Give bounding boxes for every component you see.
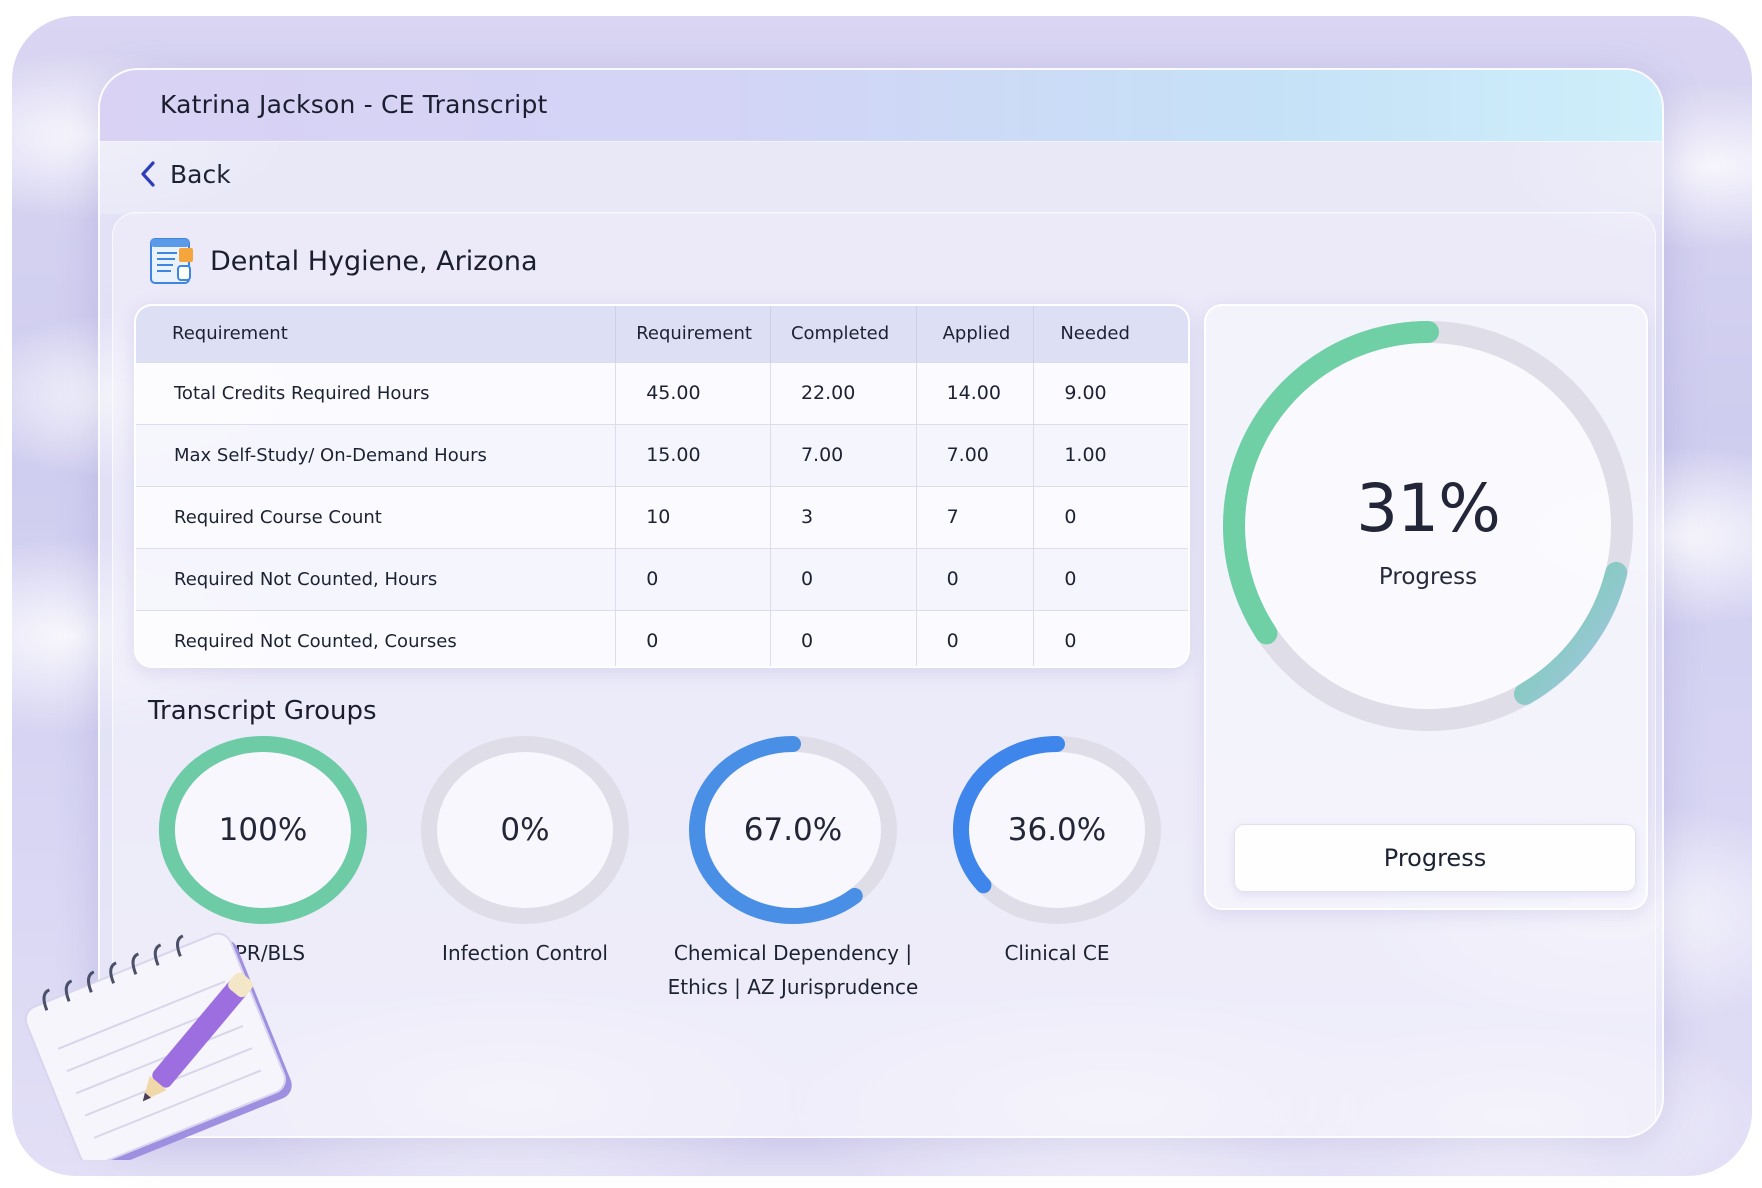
group-label-line: Infection Control	[442, 941, 608, 965]
group-percent: 100%	[218, 812, 308, 848]
table-cell: Required Course Count	[136, 486, 617, 548]
group-chemical-dependency[interactable]: 67.0% Chemical Dependency | Ethics | AZ …	[668, 736, 918, 1006]
group-percent: 67.0%	[743, 812, 843, 848]
table-row: Max Self-Study/ On-Demand Hours 15.00 7.…	[136, 424, 1188, 486]
overall-percent: 31%	[1356, 470, 1501, 547]
group-label: Clinical CE	[942, 936, 1172, 970]
group-label-line: Chemical Dependency |	[673, 941, 913, 965]
group-label-line: Clinical CE	[1004, 941, 1110, 965]
table-row: Required Not Counted, Hours 0 0 0 0	[136, 548, 1188, 610]
column-header: Applied	[916, 306, 1035, 362]
notepad-pencil-illustration	[24, 932, 292, 1160]
chevron-left-icon	[141, 161, 155, 187]
table-cell: 10	[615, 486, 771, 548]
window-title: Katrina Jackson - CE Transcript	[160, 90, 548, 119]
table-cell: 3	[770, 486, 917, 548]
group-label: Infection Control	[410, 936, 640, 970]
progress-button[interactable]: Progress	[1234, 824, 1636, 892]
overall-label: Progress	[1378, 564, 1478, 590]
group-percent: 0%	[500, 812, 550, 848]
overall-ring-arc-secondary	[1514, 561, 1628, 706]
table-cell: Total Credits Required Hours	[136, 362, 617, 424]
group-ring	[689, 736, 897, 924]
column-header: Completed	[770, 306, 917, 362]
table-header-row: Requirement Requirement Completed Applie…	[136, 306, 1188, 362]
column-header: Needed	[1060, 323, 1130, 345]
group-label-line: Ethics | AZ Jurisprudence	[667, 975, 919, 999]
requirements-table-card: Requirement Requirement Completed Applie…	[134, 304, 1190, 668]
table-row: Required Course Count 10 3 7 0	[136, 486, 1188, 548]
group-ring-track	[421, 736, 629, 924]
overall-ring-arc	[1223, 321, 1439, 645]
group-ring-arc	[953, 736, 1065, 894]
table-cell: 22.00	[770, 362, 917, 424]
overall-progress-ring	[1223, 321, 1633, 731]
section-header: Dental Hygiene, Arizona	[148, 236, 538, 286]
group-ring	[953, 736, 1161, 924]
table-cell: 0	[615, 548, 771, 610]
group-clinical-ce[interactable]: 36.0% Clinical CE	[942, 736, 1172, 1006]
table-cell: Max Self-Study/ On-Demand Hours	[136, 424, 617, 486]
group-cpr-bls[interactable]: 100% CPR/BLS	[148, 736, 378, 1006]
requirements-table: Requirement Requirement Completed Applie…	[136, 306, 1188, 666]
document-icon	[150, 238, 193, 284]
group-ring-arc	[689, 736, 863, 924]
back-bar	[100, 142, 1662, 214]
group-ring	[158, 736, 367, 924]
table-row: Total Credits Required Hours 45.00 22.00…	[136, 362, 1188, 424]
group-ring	[421, 736, 629, 924]
table-cell: 15.00	[615, 424, 771, 486]
table-cell: 14.00	[916, 362, 1035, 424]
transcript-groups-title: Transcript Groups	[148, 696, 377, 726]
column-header: Requirement	[136, 306, 617, 362]
table-cell: 0	[916, 610, 1035, 666]
table-cell: 7.00	[916, 424, 1035, 486]
table-cell: 0	[770, 610, 917, 666]
group-label: Chemical Dependency | Ethics | AZ Jurisp…	[658, 936, 928, 1004]
group-ring-arc	[158, 736, 367, 924]
table-cell: 0	[1064, 506, 1077, 528]
table-row: Required Not Counted, Courses 0 0 0 0	[136, 610, 1188, 666]
table-cell: 0	[1064, 630, 1077, 653]
table-cell: 7.00	[770, 424, 917, 486]
table-cell: 0	[615, 610, 771, 666]
table-cell: Required Not Counted, Hours	[136, 548, 617, 610]
table-cell: Required Not Counted, Courses	[136, 610, 617, 666]
table-cell: 0	[1064, 568, 1077, 590]
table-cell: 0	[916, 548, 1035, 610]
column-header: Requirement	[615, 306, 771, 362]
group-percent: 36.0%	[1007, 812, 1107, 848]
table-cell: 45.00	[615, 362, 771, 424]
section-title: Dental Hygiene, Arizona	[210, 245, 538, 277]
group-infection-control[interactable]: 0% Infection Control	[410, 736, 640, 1006]
table-cell: 7	[916, 486, 1035, 548]
back-label: Back	[170, 159, 231, 189]
table-cell: 1.00	[1064, 444, 1107, 466]
back-button[interactable]: Back	[138, 154, 231, 194]
table-cell: 9.00	[1064, 382, 1107, 404]
title-bar: Katrina Jackson - CE Transcript	[100, 70, 1662, 142]
table-cell: 0	[770, 548, 917, 610]
